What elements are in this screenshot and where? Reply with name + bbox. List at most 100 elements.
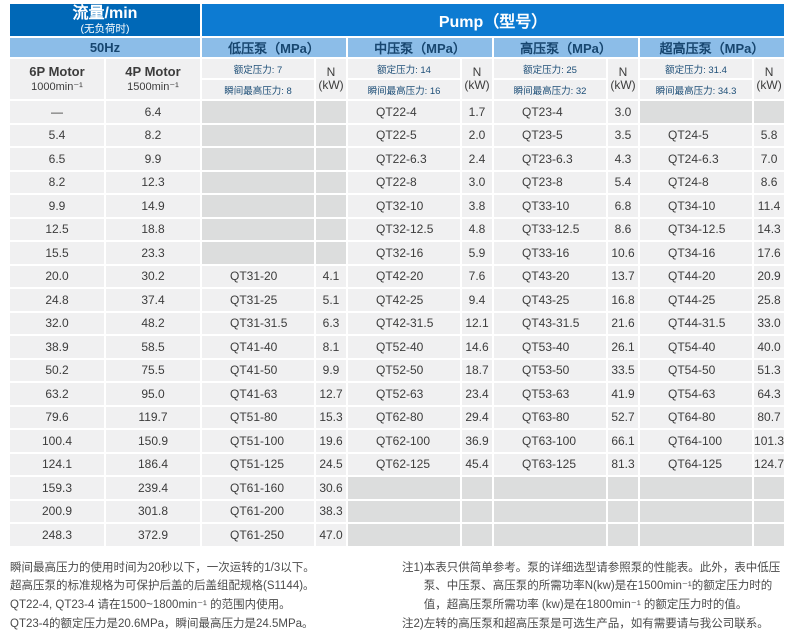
power-cell: 9.4 [462,289,492,311]
flow-cell: 24.8 [10,289,104,311]
model-cell: QT53-63 [494,383,606,405]
model-cell [640,477,752,499]
table-body: —6.4 QT22-4 1.7 QT23-4 3.0 5.4 8.2 QT22-5 2.0 QT2… [10,101,785,546]
model-cell [494,524,606,546]
max-pressure-mid: 瞬间最高压力: 16 [348,80,460,99]
power-cell: 7.0 [754,148,785,170]
power-cell: 20.9 [754,265,785,287]
power-header-mid: N (kW) [462,59,492,99]
model-cell: QT62-100 [348,430,460,452]
power-cell: 5.8 [754,124,785,146]
power-cell: 2.4 [462,148,492,170]
rated-pressure-mid: 额定压力: 14 [348,59,460,78]
header-row-4: 瞬间最高压力: 8 瞬间最高压力: 16 瞬间最高压力: 32 瞬间最高压力: … [10,80,784,99]
table-row: 32.0 48.2 QT31-31.5 6.3 QT42-31.5 12.1 QT43-31… [10,312,785,334]
flow-cell: 6.5 [10,148,104,170]
power-cell: 13.7 [608,265,638,287]
power-cell: 3.0 [462,171,492,193]
power-cell [316,101,346,123]
model-cell [202,195,314,217]
power-cell: 12.1 [462,312,492,334]
model-cell [202,124,314,146]
model-cell: QT34-16 [640,242,752,264]
model-cell: QT64-100 [640,430,752,452]
section-header-mid: 中压泵（MPa） [348,38,492,57]
power-cell: 7.6 [462,265,492,287]
flow-cell: 18.8 [106,218,200,240]
model-cell: QT51-100 [202,430,314,452]
power-cell: 64.3 [754,383,785,405]
power-cell: 38.3 [316,500,346,522]
table-row: 38.9 58.5 QT41-40 8.1 QT52-40 14.6 QT53-40 26.1… [10,336,785,358]
flow-cell: 15.5 [10,242,104,264]
power-cell [608,477,638,499]
rated-pressure-high: 额定压力: 25 [494,59,606,78]
model-cell [494,500,606,522]
model-cell: QT63-80 [494,406,606,428]
note-1-text: 本表只供简单参考。泵的详细选型请参照泵的性能表。此外，表中低压泵、中压泵、高压泵… [423,561,781,611]
model-cell: QT23-5 [494,124,606,146]
model-cell [640,500,752,522]
flow-header: 流量/min (无负荷时) [10,4,200,36]
flow-cell: 159.3 [10,477,104,499]
power-cell: 3.0 [608,101,638,123]
footnotes-right: 注1) 本表只供简单参考。泵的详细选型请参照泵的性能表。此外，表中低压泵、中压泵… [402,559,784,634]
footnote-line: QT22-4, QT23-4 请在1500~1800min⁻¹ 的范围内使用。 [10,598,291,611]
flow-cell: 5.4 [10,124,104,146]
flow-cell: 301.8 [106,500,200,522]
table-row: 124.1 186.4 QT51-125 24.5 QT62-125 45.4 QT63-1… [10,453,785,475]
power-cell: 52.7 [608,406,638,428]
model-cell: QT33-10 [494,195,606,217]
power-cell [462,500,492,522]
model-cell: QT53-50 [494,359,606,381]
model-cell: QT23-6.3 [494,148,606,170]
model-cell: QT33-12.5 [494,218,606,240]
model-cell: QT52-63 [348,383,460,405]
model-cell: QT22-6.3 [348,148,460,170]
power-cell: 41.9 [608,383,638,405]
flow-cell: 20.0 [10,265,104,287]
power-cell: 8.6 [608,218,638,240]
motor-header-4p: 4P Motor 1500min⁻¹ [106,59,200,99]
flow-cell: 12.3 [106,171,200,193]
power-cell [608,524,638,546]
table-row: 5.4 8.2 QT22-5 2.0 QT23-5 3.5 QT24-5 5.8 [10,124,785,146]
pump-header: Pump（型号） [202,4,785,36]
power-cell: 3.5 [608,124,638,146]
flow-cell: 23.3 [106,242,200,264]
power-header-high: N (kW) [608,59,638,99]
model-cell: QT51-80 [202,406,314,428]
power-cell: 25.8 [754,289,785,311]
model-cell [348,524,460,546]
flow-cell: 372.9 [106,524,200,546]
power-unit-line2: (kW) [464,78,490,92]
flow-cell: 8.2 [106,124,200,146]
power-cell: 4.8 [462,218,492,240]
power-cell [754,500,785,522]
power-header-ultra: N (kW) [754,59,785,99]
power-cell: 2.0 [462,124,492,146]
power-unit-line2: (kW) [610,78,636,92]
power-cell [754,524,785,546]
model-cell: QT24-5 [640,124,752,146]
flow-cell: 150.9 [106,430,200,452]
model-cell: QT24-6.3 [640,148,752,170]
power-header-low: N (kW) [316,59,346,99]
power-cell: 40.0 [754,336,785,358]
power-cell: 9.9 [316,359,346,381]
power-cell [316,195,346,217]
model-cell: QT33-16 [494,242,606,264]
power-cell: 8.6 [754,171,785,193]
model-cell: QT63-125 [494,453,606,475]
power-unit-line1: N [618,64,628,79]
model-cell: QT44-20 [640,265,752,287]
model-cell [640,524,752,546]
flow-cell: 239.4 [106,477,200,499]
model-cell: QT64-125 [640,453,752,475]
flow-cell: 37.4 [106,289,200,311]
flow-cell: 9.9 [106,148,200,170]
flow-cell: 14.9 [106,195,200,217]
power-cell: 66.1 [608,430,638,452]
flow-cell: 186.4 [106,453,200,475]
power-unit-line2: (kW) [756,78,782,92]
